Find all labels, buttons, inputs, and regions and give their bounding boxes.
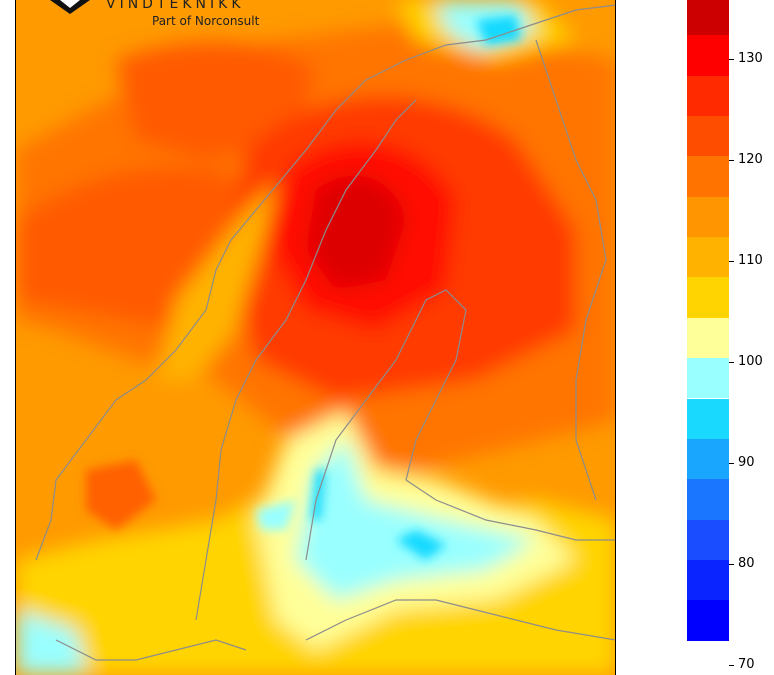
colorbar-tick-mark: [729, 564, 734, 565]
colorbar-segment: [687, 398, 729, 439]
sweden-norway-border: [195, 99, 417, 621]
colorbar-tick-label: 130: [738, 51, 763, 66]
baltic-cyan: [296, 440, 536, 600]
vindteknikk-logo: VINDTEKNIKK Part of Norconsult: [34, 0, 274, 40]
norway-coastline: [35, 4, 615, 561]
colorbar-tick-label: 110: [738, 253, 763, 268]
colorbar-segment: [687, 277, 729, 318]
colorbar-tick-mark: [729, 463, 734, 464]
coastlines: [35, 4, 615, 661]
colorbar-tick-mark: [729, 362, 734, 363]
colorbar-segment: [687, 116, 729, 157]
north-blue: [476, 15, 521, 45]
contour-map: [16, 0, 615, 675]
colorbar: [687, 0, 729, 675]
colorbar-segment: [687, 559, 729, 601]
north-ocean-red: [116, 41, 316, 160]
colorbar-tick-label: 80: [738, 556, 755, 571]
colorbar-segment: [687, 479, 729, 520]
colorbar-tick-label: 120: [738, 152, 763, 167]
logo-mark-icon: [50, 0, 90, 14]
gulf-of-bothnia-coast: [305, 289, 467, 561]
southwest-cyan: [16, 610, 86, 675]
colorbar-tick-mark: [729, 261, 734, 262]
lake-cyan: [256, 500, 296, 530]
baltic-south-coast: [305, 599, 615, 641]
logo-subtitle: Part of Norconsult: [152, 14, 260, 28]
colorbar-segment: [687, 438, 729, 480]
colorbar-tick-label: 90: [738, 455, 755, 470]
hot-peak: [306, 175, 406, 290]
colorbar-tick-mark: [729, 59, 734, 60]
logo-brand: VINDTEKNIKK: [106, 0, 245, 12]
colorbar-segment: [687, 0, 729, 36]
finland-russia-border: [535, 39, 607, 501]
colorbar-segment: [687, 519, 729, 560]
norway-hot-patch: [86, 460, 156, 530]
colorbar-segment: [687, 317, 729, 359]
colorbar-segment: [687, 237, 729, 278]
gulf-cyan: [396, 530, 446, 560]
colorbar-tick-label: 70: [738, 657, 755, 672]
colorbar-segment: [687, 600, 729, 641]
colorbar-segment: [687, 196, 729, 238]
colorbar-segment: [687, 358, 729, 399]
colorbar-tick-mark: [729, 160, 734, 161]
denmark-coast: [55, 639, 247, 661]
map-panel: VINDTEKNIKK Part of Norconsult: [15, 0, 616, 675]
colorbar-segment: [687, 156, 729, 197]
colorbar-tick-mark: [729, 665, 734, 666]
norway-north-coast: [156, 180, 276, 380]
colorbar-segment: [687, 35, 729, 76]
colorbar-tick-label: 100: [738, 354, 763, 369]
colorbar-segment: [687, 75, 729, 117]
finland-south-coast: [405, 479, 615, 541]
